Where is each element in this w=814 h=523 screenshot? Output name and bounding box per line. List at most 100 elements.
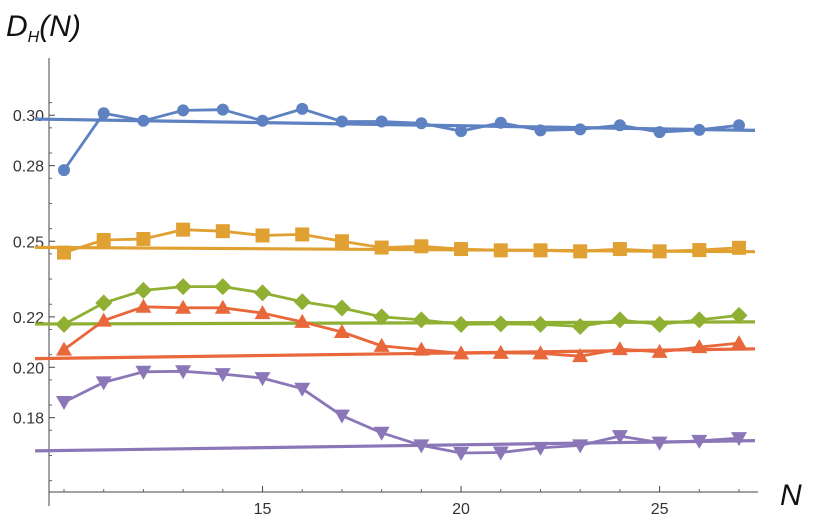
data-point [492, 315, 510, 333]
y-axis-title-rest: (N) [39, 10, 81, 43]
fit-line [34, 439, 756, 453]
data-point [58, 164, 70, 177]
data-point [413, 439, 430, 454]
data-point [254, 305, 271, 320]
data-point [414, 239, 429, 254]
data-point [295, 227, 310, 242]
series-markers [55, 102, 748, 461]
data-point [214, 299, 231, 314]
data-point [534, 124, 547, 137]
data-point [412, 311, 430, 329]
data-point [214, 278, 232, 296]
data-point [455, 125, 468, 138]
data-point [95, 294, 113, 312]
data-point [492, 344, 509, 359]
y-tick-label: 0.30 [13, 108, 44, 125]
data-point [175, 299, 192, 314]
data-point [134, 281, 152, 299]
y-axis-title-main: D [6, 10, 28, 43]
x-tick-label: 15 [254, 501, 272, 518]
data-point [653, 126, 666, 139]
data-point [136, 231, 151, 246]
data-point [294, 382, 311, 397]
y-tick-label: 0.28 [13, 159, 44, 176]
data-point [174, 278, 192, 296]
y-tick-label: 0.20 [13, 360, 44, 377]
data-point [611, 430, 628, 445]
x-tick-label: 25 [651, 501, 669, 518]
data-point [216, 103, 229, 116]
data-point [296, 102, 309, 115]
data-point [494, 116, 507, 129]
data-point [692, 243, 707, 258]
data-point [613, 119, 626, 132]
data-point [176, 222, 191, 237]
data-point [651, 315, 669, 333]
data-point [373, 337, 390, 352]
data-point [97, 107, 110, 120]
data-point [96, 232, 111, 247]
series-lines [62, 107, 740, 455]
data-point [335, 115, 348, 128]
data-point [175, 365, 192, 380]
data-point [730, 306, 748, 324]
y-axis-title-sub: H [28, 29, 40, 46]
data-point [135, 298, 152, 313]
data-point [651, 343, 668, 358]
data-point [177, 104, 190, 117]
data-point [214, 368, 231, 383]
data-point [691, 434, 708, 449]
data-point [691, 339, 708, 354]
data-point [135, 365, 152, 380]
data-point [731, 432, 747, 447]
data-point [731, 335, 747, 350]
data-point [611, 311, 629, 329]
data-point [293, 293, 311, 311]
data-point [95, 376, 112, 391]
data-point [732, 240, 746, 255]
data-point [611, 341, 628, 356]
data-point [56, 396, 72, 411]
data-point [374, 240, 389, 255]
data-point [57, 245, 71, 260]
series-line [62, 107, 740, 172]
data-point [137, 114, 150, 127]
data-point [652, 244, 667, 259]
data-point [375, 115, 388, 128]
data-point [452, 315, 470, 333]
data-point [413, 341, 430, 356]
axis-labels: DH(N) N [6, 10, 802, 512]
data-point [532, 345, 549, 360]
data-point [651, 436, 668, 451]
data-point [454, 242, 469, 257]
series-line [63, 369, 740, 455]
data-point [733, 119, 745, 132]
y-tick-label: 0.18 [13, 411, 44, 428]
data-point [533, 243, 548, 258]
data-point [294, 313, 311, 328]
data-point [255, 228, 270, 243]
x-tick-label: 20 [452, 501, 470, 518]
data-point [493, 243, 508, 258]
data-point [333, 323, 350, 338]
data-point [690, 311, 708, 329]
data-point [373, 426, 390, 441]
data-point [531, 315, 549, 333]
data-point [573, 244, 588, 259]
series-line [63, 305, 740, 358]
data-point [373, 308, 391, 326]
data-point [572, 439, 589, 454]
data-point [572, 348, 589, 363]
data-point [333, 299, 351, 317]
data-point [215, 224, 230, 239]
data-point [415, 117, 428, 130]
data-point [453, 345, 470, 360]
x-axis-title: N [780, 479, 802, 512]
data-point [334, 234, 349, 249]
data-point [55, 315, 73, 333]
y-axis-title: DH(N) [6, 10, 81, 46]
data-point [453, 446, 470, 461]
data-point [333, 409, 350, 424]
data-point [254, 372, 271, 387]
